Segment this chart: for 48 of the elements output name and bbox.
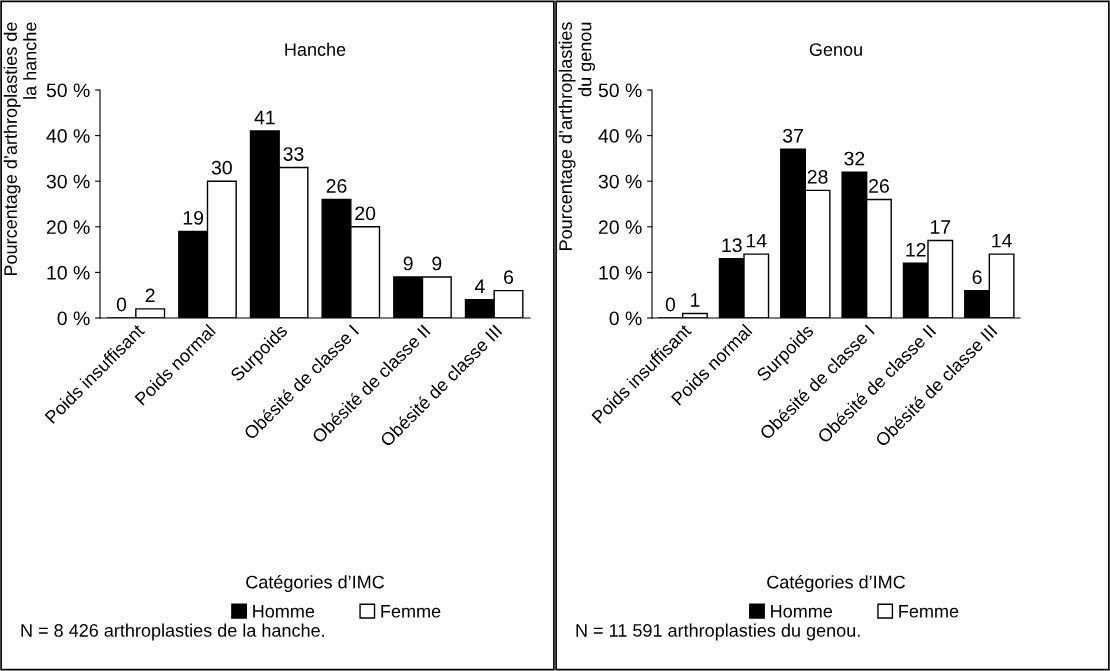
data-label: 28 xyxy=(807,169,828,184)
data-label: 0 xyxy=(665,297,676,312)
chart-title: Genou xyxy=(809,43,862,56)
data-label: 30 xyxy=(211,160,232,175)
data-label: 41 xyxy=(254,110,275,125)
y-axis-title: Pourcentage d’arthroplasties du genou xyxy=(558,22,595,250)
legend-label: Femme xyxy=(381,605,441,618)
y-tick-label: 50 % xyxy=(46,83,90,98)
x-axis-title: Catégories d’IMC xyxy=(767,575,906,593)
data-label: 19 xyxy=(183,210,204,225)
data-label: 32 xyxy=(844,151,865,166)
y-tick-label: 40 % xyxy=(598,129,642,143)
data-label: 17 xyxy=(930,220,951,234)
text: N = 11 591 arthroplasties du genou. xyxy=(576,623,860,641)
y-tick-label: 0 % xyxy=(609,311,642,326)
data-label: 26 xyxy=(869,179,889,193)
chart-title: Hanche xyxy=(285,42,346,56)
y-tick-label: 50 % xyxy=(598,83,642,98)
legend-label: Homme xyxy=(771,605,833,618)
y-tick-label: 30 % xyxy=(598,174,642,189)
y-tick-label: 20 % xyxy=(598,220,642,235)
data-label: 2 xyxy=(145,288,155,303)
y-tick-label: 0 % xyxy=(57,311,90,326)
data-label: 12 xyxy=(906,242,926,257)
data-label: 14 xyxy=(746,233,767,248)
data-label: 9 xyxy=(432,256,442,271)
legend-label: Homme xyxy=(253,605,315,618)
data-label: 6 xyxy=(972,270,982,285)
data-label: 13 xyxy=(722,238,742,253)
x-axis-title: Catégories d’IMC xyxy=(246,575,385,593)
data-label: 20 xyxy=(355,206,376,221)
data-label: 37 xyxy=(783,128,803,143)
text: N = 8 426 arthroplasties de la hanche. xyxy=(21,623,324,641)
y-axis-title: Pourcentage d’arthroplasties de la hanche xyxy=(3,22,37,276)
data-label: 33 xyxy=(283,147,304,161)
data-label: 9 xyxy=(403,256,413,271)
data-label: 6 xyxy=(504,270,514,285)
data-label: 0 xyxy=(116,297,127,312)
y-tick-label: 40 % xyxy=(46,129,90,143)
y-tick-label: 30 % xyxy=(46,174,90,189)
data-label: 26 xyxy=(326,179,347,193)
data-label: 4 xyxy=(474,279,485,293)
y-tick-label: 20 % xyxy=(46,220,90,235)
data-label: 14 xyxy=(992,233,1012,248)
data-label: 1 xyxy=(691,293,700,307)
y-tick-label: 10 % xyxy=(47,265,90,280)
legend-label: Femme xyxy=(899,605,959,618)
y-tick-label: 10 % xyxy=(599,265,642,280)
